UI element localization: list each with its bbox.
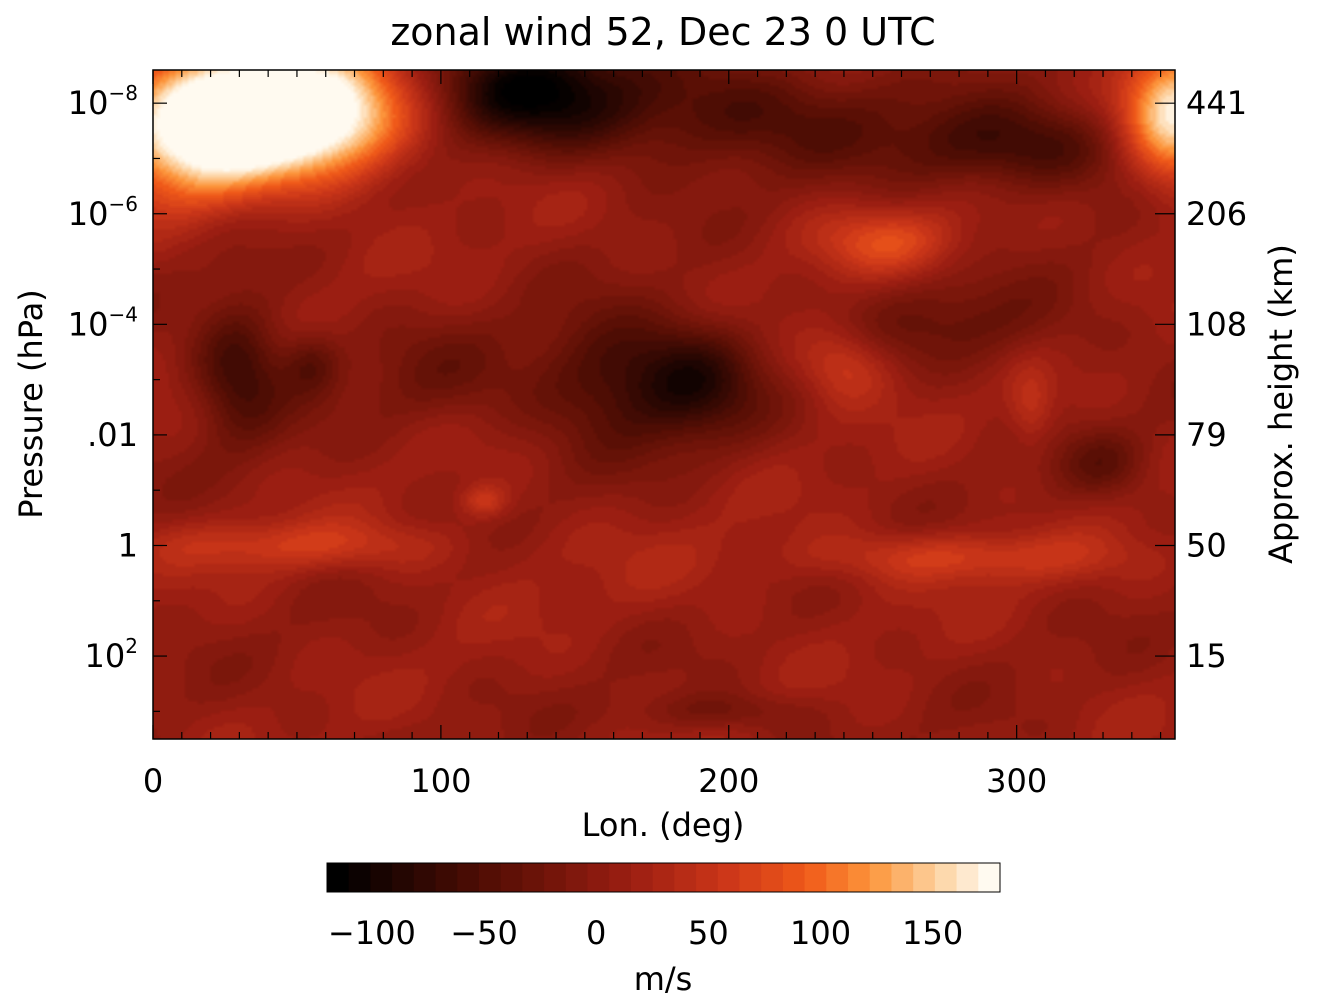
heatmap-field	[153, 70, 1175, 739]
plot-frame	[152, 69, 1176, 740]
colorbar-cell	[696, 863, 719, 892]
colorbar-cell	[413, 863, 437, 892]
colorbar-cell	[370, 863, 393, 892]
colorbar-cell	[848, 863, 871, 892]
colorbar-cell	[978, 863, 1001, 892]
colorbar-ticks: −100 −50 0 50 100 150	[328, 914, 963, 952]
colorbar-cell	[327, 863, 350, 892]
colorbar-cell	[717, 863, 741, 892]
colorbar-cell	[956, 863, 979, 892]
colorbar-frame	[326, 862, 1001, 893]
colorbar-cell	[891, 863, 914, 892]
y2-tick-label: 108	[1186, 305, 1247, 343]
colorbar-cell	[587, 863, 610, 892]
x-axis-label: Lon. (deg)	[582, 806, 745, 844]
colorbar-cell	[392, 863, 415, 892]
y-tick-label: 10−6	[68, 192, 138, 233]
colorbar-cell	[869, 863, 893, 892]
x-tick-label: 200	[698, 762, 759, 800]
colorbar-cell	[652, 863, 675, 892]
colorbar-cell	[457, 863, 480, 892]
colorbar-tick-label: 150	[902, 914, 963, 952]
colorbar-cell	[761, 863, 784, 892]
colorbar-cell	[609, 863, 632, 892]
y2-tick-label: 206	[1186, 195, 1247, 233]
y-tick-label: 10−8	[68, 81, 138, 122]
plot-area	[152, 69, 1176, 740]
colorbar-tick-label: 50	[688, 914, 729, 952]
colorbar-cell	[544, 863, 567, 892]
y2-axis-ticks: 441 206 108 79 50 15	[1155, 84, 1247, 675]
y2-tick-label: 441	[1186, 84, 1247, 122]
y2-tick-label: 15	[1186, 637, 1227, 675]
y-tick-label: .01	[87, 416, 138, 454]
colorbar-cell	[739, 863, 762, 892]
y2-tick-label: 50	[1186, 526, 1227, 564]
colorbar-cell	[826, 863, 849, 892]
colorbar-cell	[435, 863, 458, 892]
colorbar-cell	[782, 863, 806, 892]
y-axis-label: Pressure (hPa)	[12, 289, 50, 519]
y2-tick-label: 79	[1186, 416, 1227, 454]
colorbar-cell	[500, 863, 523, 892]
x-tick-label: 0	[143, 762, 163, 800]
colorbar-cell	[934, 863, 958, 892]
chart-title: zonal wind 52, Dec 23 0 UTC	[390, 10, 935, 54]
colorbar-tick-label: −50	[450, 914, 518, 952]
x-axis-ticks: 0 100 200 300	[143, 70, 1162, 800]
colorbar-tick-label: 100	[790, 914, 851, 952]
colorbar-cell	[913, 863, 936, 892]
y-tick-label: 10−4	[68, 302, 138, 343]
y-axis-ticks: 10−8 10−6 10−4 .01 1 102	[68, 81, 167, 712]
x-tick-label: 100	[410, 762, 471, 800]
colorbar	[326, 862, 1001, 893]
colorbar-cell	[565, 863, 589, 892]
colorbar-label: m/s	[634, 960, 693, 998]
colorbar-cell	[348, 863, 372, 892]
colorbar-cell	[630, 863, 654, 892]
y-tick-label: 102	[85, 634, 138, 675]
colorbar-cell	[804, 863, 827, 892]
y2-axis-label: Approx. height (km)	[1262, 244, 1300, 564]
x-tick-label: 300	[986, 762, 1047, 800]
colorbar-cell	[522, 863, 545, 892]
y-tick-label: 1	[118, 526, 138, 564]
colorbar-tick-label: 0	[586, 914, 606, 952]
colorbar-cell	[674, 863, 697, 892]
colorbar-cell	[478, 863, 502, 892]
colorbar-tick-label: −100	[328, 914, 416, 952]
